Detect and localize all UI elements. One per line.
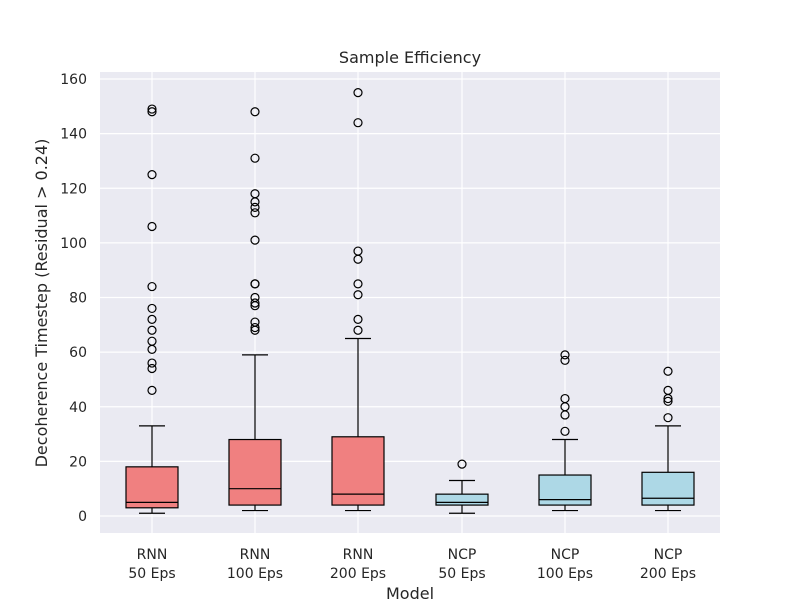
y-tick-label: 60 xyxy=(69,345,87,361)
box-iqr xyxy=(435,493,489,506)
plot-area xyxy=(100,72,720,533)
x-tick-label-line2: 50 Eps xyxy=(438,566,485,582)
y-tick-label: 120 xyxy=(60,181,87,197)
outlier-point xyxy=(250,292,260,303)
outlier-point xyxy=(663,385,673,395)
y-tick-label: 20 xyxy=(69,454,87,470)
outlier-point xyxy=(353,246,363,256)
outlier-point xyxy=(147,107,157,117)
x-tick-label-line1: NCP xyxy=(448,547,477,563)
x-axis-ticks: RNN 50 Eps RNN 100 Eps RNN 200 Eps NCP 50 Eps NC… xyxy=(128,547,696,582)
outlier-point xyxy=(250,153,260,163)
outlier-point xyxy=(663,366,673,376)
x-tick-label-line1: RNN xyxy=(240,547,271,563)
outlier-point xyxy=(147,325,157,335)
x-tick-label-line2: 100 Eps xyxy=(227,566,283,582)
outlier-point xyxy=(147,336,157,346)
x-tick-label-line2: 200 Eps xyxy=(640,566,696,582)
outlier-point xyxy=(147,385,157,395)
x-tick-label-line1: RNN xyxy=(343,547,374,563)
box-iqr xyxy=(331,436,385,506)
y-tick-label: 140 xyxy=(60,127,87,143)
outlier-point xyxy=(353,314,363,324)
outlier-point xyxy=(250,208,260,218)
box-group xyxy=(125,104,179,514)
x-tick-label-line2: 50 Eps xyxy=(128,566,175,582)
y-tick-label: 160 xyxy=(60,72,87,88)
outlier-point xyxy=(147,281,157,292)
outlier-point xyxy=(147,221,157,232)
outlier-point xyxy=(663,413,673,423)
y-tick-label: 0 xyxy=(78,509,87,525)
outlier-point xyxy=(353,290,363,300)
y-tick-label: 40 xyxy=(69,400,87,416)
y-axis-title: Decoherence Timestep (Residual > 0.24) xyxy=(32,139,51,468)
y-axis-ticks: 0 20 40 60 80 100 120 140 160 xyxy=(60,72,87,525)
outlier-point xyxy=(560,350,570,360)
outlier-point xyxy=(353,118,363,128)
x-tick-label-line1: RNN xyxy=(137,547,168,563)
outlier-point xyxy=(353,88,363,98)
y-tick-label: 100 xyxy=(60,236,87,252)
outlier-point xyxy=(147,314,157,324)
y-tick-label: 80 xyxy=(69,291,87,307)
outlier-point xyxy=(353,325,363,335)
chart-title: Sample Efficiency xyxy=(339,48,481,67)
outlier-point xyxy=(250,298,260,308)
outlier-point xyxy=(250,235,260,245)
x-tick-label-line2: 200 Eps xyxy=(330,566,386,582)
box-iqr xyxy=(125,466,179,509)
outlier-point xyxy=(250,189,260,199)
outlier-point xyxy=(147,358,157,368)
outlier-point xyxy=(147,104,157,114)
box-group xyxy=(641,366,695,512)
outlier-point xyxy=(250,202,260,212)
box-group xyxy=(538,350,592,512)
outlier-point xyxy=(250,107,260,117)
outlier-point xyxy=(250,322,260,333)
outlier-point xyxy=(560,426,570,436)
outlier-point xyxy=(147,303,157,314)
outlier-point xyxy=(250,279,260,289)
box-group xyxy=(435,459,489,514)
outlier-point xyxy=(560,355,570,365)
box-group xyxy=(331,88,385,512)
x-tick-label-line1: NCP xyxy=(654,547,683,563)
x-tick-label-line1: NCP xyxy=(551,547,580,563)
outlier-point xyxy=(147,363,157,374)
x-tick-label-line2: 100 Eps xyxy=(537,566,593,582)
outlier-point xyxy=(457,459,467,469)
box-iqr xyxy=(641,471,695,506)
outlier-point xyxy=(353,279,363,289)
outlier-point xyxy=(250,317,260,327)
boxes-group xyxy=(125,88,695,514)
outlier-point xyxy=(663,396,673,406)
outlier-point xyxy=(560,393,570,404)
outlier-point xyxy=(147,169,157,180)
x-axis-title: Model xyxy=(386,584,434,600)
box-iqr xyxy=(538,474,592,506)
box-group xyxy=(228,107,282,512)
box-iqr xyxy=(228,438,282,506)
